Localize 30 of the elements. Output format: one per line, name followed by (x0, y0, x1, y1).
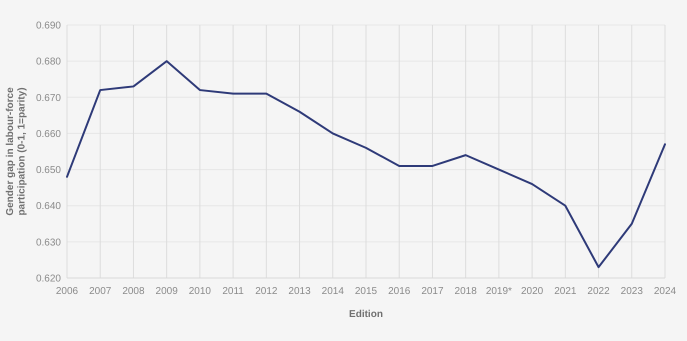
y-tick-label: 0.650 (36, 165, 62, 176)
x-tick-label: 2019* (486, 286, 512, 297)
x-tick-label: 2021 (554, 286, 577, 297)
y-tick-label: 0.630 (36, 237, 62, 248)
y-tick-label: 0.660 (36, 128, 62, 140)
x-tick-label: 2010 (188, 286, 212, 297)
y-tick-label: 0.670 (36, 92, 62, 104)
x-tick-label: 2016 (388, 286, 411, 297)
y-tick-label: 0.640 (36, 201, 62, 212)
x-tick-label: 2015 (354, 286, 378, 297)
x-tick-label: 2023 (620, 286, 644, 297)
x-tick-label: 2017 (421, 286, 444, 297)
x-tick-label: 2020 (520, 286, 544, 297)
line-series (66, 60, 666, 268)
y-tick-label: 0.680 (36, 56, 62, 68)
y-axis-title: Gender gap in labour-force participation (0-1, 1=parity) (5, 86, 28, 216)
x-axis-title: Edition (349, 309, 383, 320)
x-tick-label: 2018 (454, 286, 478, 297)
y-tick-label: 0.690 (36, 20, 62, 32)
x-tick-label: 2008 (122, 286, 146, 297)
x-tick-label: 2012 (255, 286, 278, 297)
x-tick-label: 2014 (322, 286, 344, 297)
x-tick-label: 2013 (288, 286, 312, 297)
y-tick-label: 0.620 (36, 274, 62, 284)
x-tick-label: 2022 (587, 286, 610, 297)
x-tick-label: 2024 (654, 286, 677, 297)
x-tick-label: 2009 (156, 286, 178, 297)
x-tick-label: 2006 (56, 286, 79, 297)
x-tick-label: 2007 (89, 286, 112, 297)
x-tick-label: 2011 (222, 286, 244, 297)
